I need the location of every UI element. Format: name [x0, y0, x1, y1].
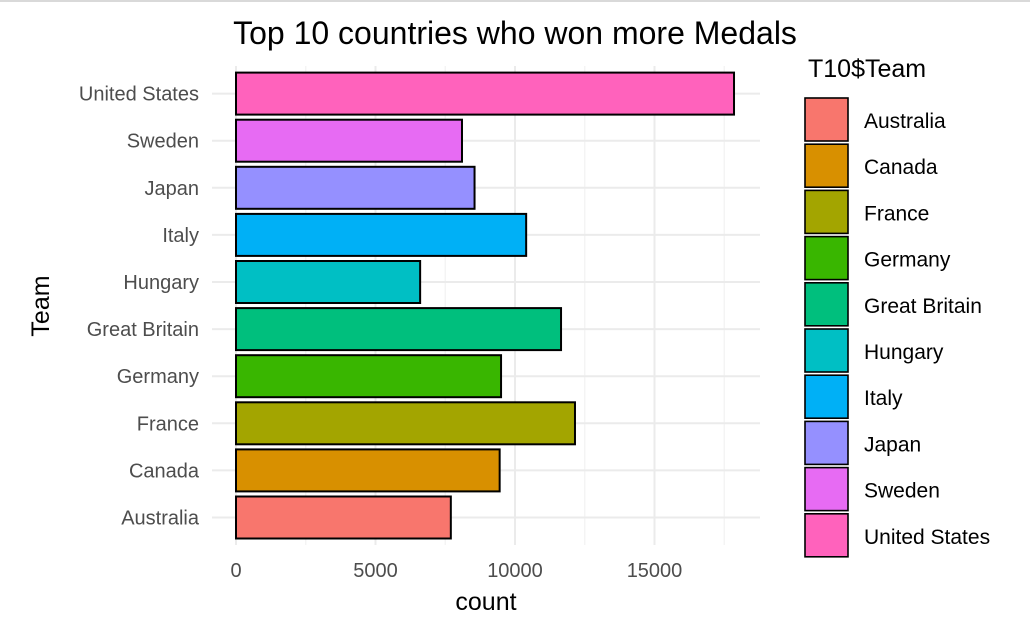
legend-swatch	[804, 235, 849, 281]
bar-germany	[235, 354, 503, 399]
bar-japan	[235, 165, 476, 210]
legend-label: Italy	[864, 387, 903, 410]
bar-great-britain	[235, 307, 563, 352]
bars	[235, 71, 736, 540]
chart-title: Top 10 countries who won more Medals	[233, 15, 797, 51]
bar-hungary	[235, 260, 422, 304]
bar-united-states	[235, 71, 736, 116]
legend-label: Germany	[864, 249, 951, 272]
legend-swatch	[804, 281, 849, 327]
legend-swatch	[804, 420, 849, 466]
legend-label: France	[864, 202, 929, 225]
y-tick-label: Sweden	[127, 131, 199, 153]
x-tick-label: 15000	[627, 560, 683, 582]
bar-france	[235, 401, 576, 446]
legend-swatch	[804, 143, 849, 188]
legend-label: Canada	[864, 156, 938, 179]
y-tick-label: France	[137, 413, 199, 435]
y-tick-label: Great Britain	[87, 319, 199, 341]
legend: T10$Team Australia Canada France Germany Gre…	[804, 55, 990, 558]
y-tick-label: Japan	[145, 178, 200, 200]
legend-swatch	[804, 189, 849, 235]
legend-swatch	[804, 512, 849, 558]
legend-label: Japan	[864, 433, 921, 456]
y-tick-label: Germany	[117, 366, 199, 388]
x-axis-ticks: 0 5000 10000 15000	[230, 560, 682, 582]
x-tick-label: 0	[230, 560, 241, 582]
top-border	[0, 0, 1030, 2]
y-tick-label: Australia	[121, 508, 200, 530]
y-axis-ticks: Australia Canada France Germany Great Britai…	[79, 84, 200, 530]
legend-label: United States	[864, 526, 990, 549]
legend-swatch	[804, 374, 849, 420]
y-tick-label: United States	[79, 84, 199, 106]
legend-label: Hungary	[864, 341, 944, 364]
legend-label: Australia	[864, 110, 946, 133]
y-tick-label: Italy	[162, 225, 199, 247]
y-tick-label: Hungary	[123, 272, 199, 294]
legend-swatch	[804, 328, 849, 373]
x-tick-label: 5000	[353, 560, 398, 582]
legend-title: T10$Team	[808, 55, 926, 83]
x-axis-title: count	[455, 588, 516, 616]
bar-italy	[235, 212, 528, 257]
bar-sweden	[235, 118, 463, 163]
legend-swatch	[804, 466, 849, 512]
y-tick-label: Canada	[129, 460, 200, 482]
bar-canada	[235, 448, 501, 493]
x-tick-label: 10000	[487, 560, 543, 582]
bar-australia	[235, 495, 452, 540]
legend-swatch	[804, 97, 849, 142]
legend-label: Sweden	[864, 480, 940, 503]
y-axis-title: Team	[27, 275, 55, 336]
legend-label: Great Britain	[864, 295, 982, 318]
